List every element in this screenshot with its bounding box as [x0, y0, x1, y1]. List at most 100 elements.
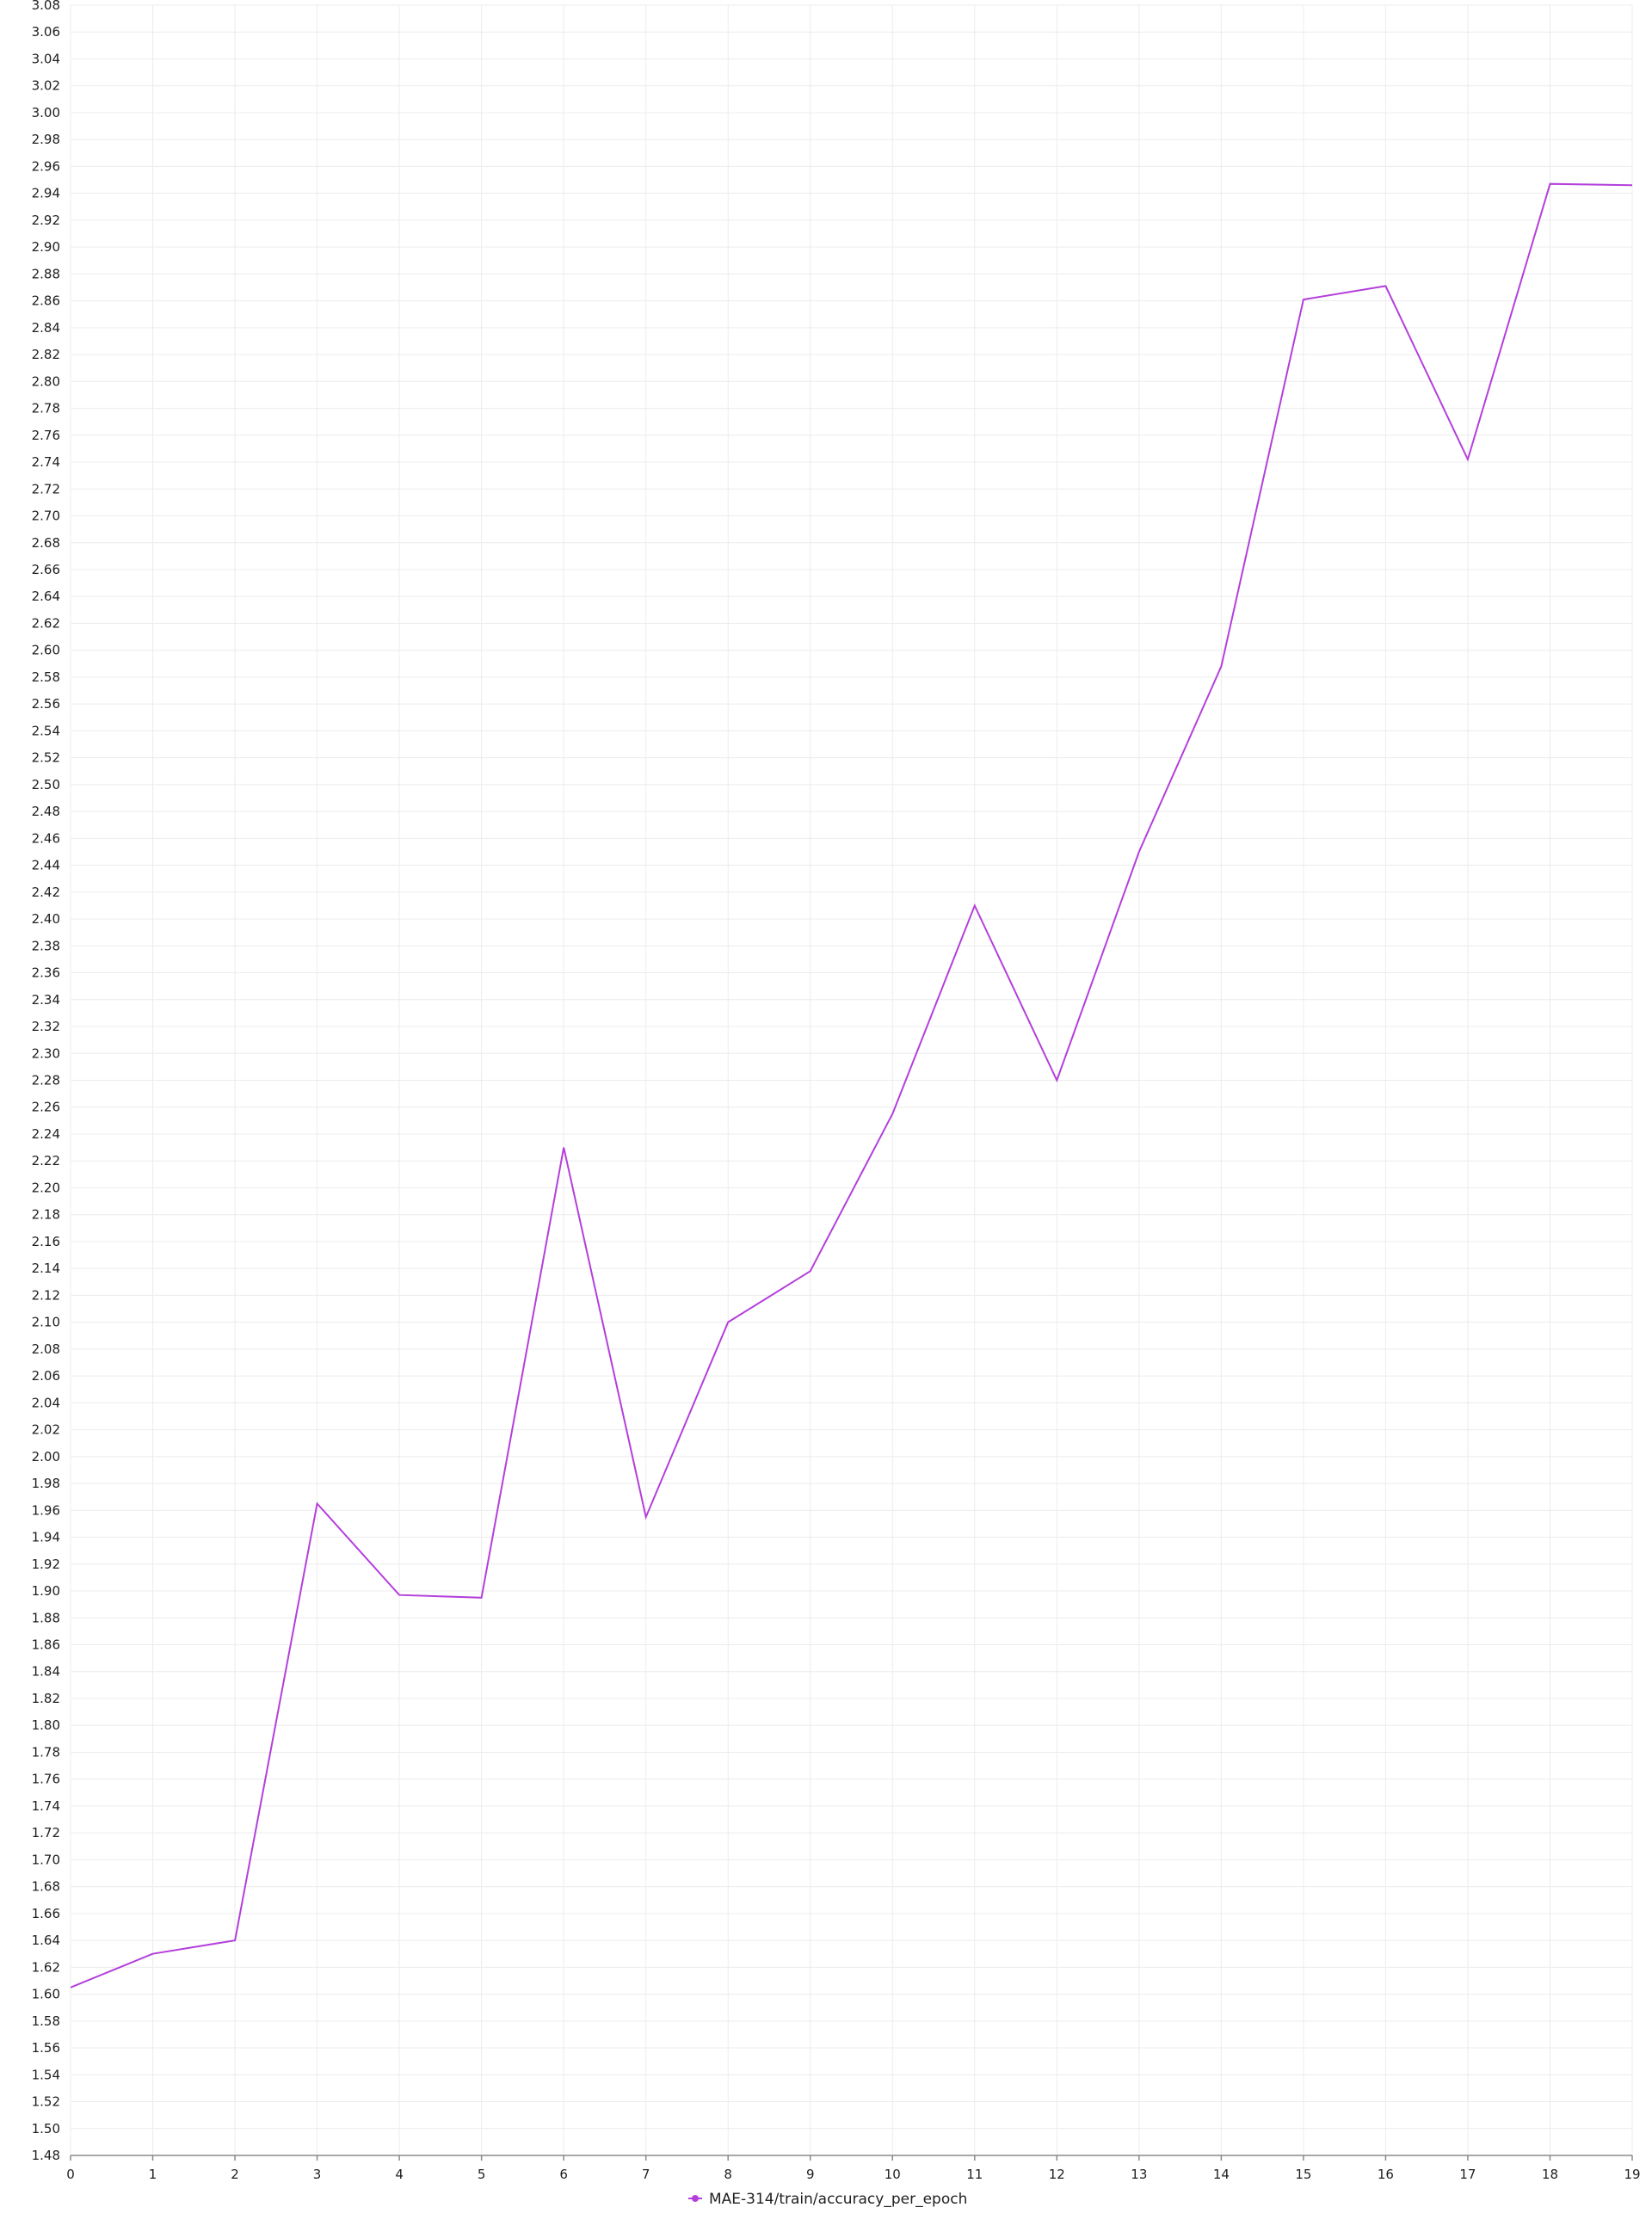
y-tick-label: 2.30	[32, 1045, 60, 1061]
data-point[interactable]	[805, 1266, 816, 1276]
y-tick-label: 1.58	[32, 2013, 60, 2029]
y-tick-label: 2.56	[32, 696, 60, 712]
y-tick-label: 2.82	[32, 347, 60, 362]
y-tick-label: 3.08	[32, 0, 60, 13]
x-tick-label: 12	[1049, 2167, 1065, 2182]
y-tick-label: 1.92	[32, 1557, 60, 1572]
data-point[interactable]	[1627, 180, 1637, 190]
y-tick-label: 2.04	[32, 1395, 60, 1410]
data-point[interactable]	[641, 1512, 651, 1522]
y-tick-label: 2.86	[32, 293, 60, 309]
y-tick-label: 3.06	[32, 24, 60, 40]
data-point[interactable]	[1463, 454, 1473, 465]
y-axis-ticks: 1.48 1.50 1.52 1.54 1.56 1.58 1.60 1.62 1.64 1.66…	[32, 0, 60, 2163]
y-tick-label: 2.06	[32, 1368, 60, 1384]
y-tick-label: 2.12	[32, 1287, 60, 1303]
y-tick-label: 2.14	[32, 1261, 60, 1276]
x-tick-label: 6	[559, 2167, 568, 2182]
data-point[interactable]	[312, 1498, 323, 1508]
y-tick-label: 1.50	[32, 2121, 60, 2136]
y-tick-label: 2.00	[32, 1449, 60, 1464]
y-tick-label: 2.40	[32, 911, 60, 927]
y-tick-label: 1.68	[32, 1879, 60, 1895]
y-tick-label: 2.68	[32, 535, 60, 551]
y-tick-label: 2.66	[32, 562, 60, 577]
y-tick-label: 1.90	[32, 1583, 60, 1599]
data-point[interactable]	[723, 1317, 733, 1328]
x-tick-label: 14	[1213, 2167, 1230, 2182]
y-tick-label: 2.02	[32, 1422, 60, 1438]
grid-lines	[70, 4, 1633, 2156]
data-point[interactable]	[1216, 661, 1226, 671]
y-tick-label: 1.96	[32, 1502, 60, 1518]
y-tick-label: 2.24	[32, 1126, 60, 1142]
x-tick-label: 13	[1131, 2167, 1147, 2182]
x-tick-label: 7	[642, 2167, 650, 2182]
y-tick-label: 2.96	[32, 158, 60, 174]
x-tick-label: 2	[231, 2167, 239, 2182]
y-tick-label: 2.70	[32, 509, 60, 524]
y-tick-label: 1.56	[32, 2040, 60, 2056]
x-tick-label: 9	[806, 2167, 815, 2182]
data-point[interactable]	[477, 1593, 487, 1603]
data-point[interactable]	[230, 1935, 240, 1945]
y-tick-label: 2.20	[32, 1180, 60, 1195]
y-tick-label: 1.78	[32, 1744, 60, 1760]
y-tick-label: 2.92	[32, 213, 60, 228]
y-tick-label: 1.98	[32, 1476, 60, 1491]
y-tick-label: 1.88	[32, 1610, 60, 1625]
y-tick-label: 2.26	[32, 1100, 60, 1115]
data-point[interactable]	[1051, 1076, 1062, 1086]
legend-dot-marker	[692, 2195, 699, 2202]
series-lines	[65, 179, 1637, 1993]
y-tick-label: 1.64	[32, 1933, 60, 1948]
data-point[interactable]	[1544, 179, 1555, 189]
y-tick-label: 1.82	[32, 1691, 60, 1706]
y-tick-label: 2.58	[32, 669, 60, 685]
data-point[interactable]	[1298, 294, 1309, 305]
y-tick-label: 2.18	[32, 1207, 60, 1223]
x-tick-label: 18	[1542, 2167, 1558, 2182]
x-axis-ticks: 0 1 2 3 4 5 6 7 8 9 10 11 12 13 14 15 16 17 18 19	[66, 2155, 1641, 2182]
x-tick-label: 17	[1459, 2167, 1476, 2182]
data-point[interactable]	[887, 1109, 897, 1119]
x-tick-label: 10	[885, 2167, 901, 2182]
data-point[interactable]	[1380, 281, 1390, 291]
y-tick-label: 3.00	[32, 105, 60, 120]
y-tick-label: 2.48	[32, 804, 60, 819]
y-tick-label: 1.66	[32, 1906, 60, 1921]
y-tick-label: 2.36	[32, 965, 60, 981]
y-tick-label: 3.04	[32, 51, 60, 66]
data-point[interactable]	[148, 1949, 158, 1959]
y-tick-label: 2.52	[32, 750, 60, 766]
data-point[interactable]	[1134, 847, 1144, 857]
y-tick-label: 1.52	[32, 2094, 60, 2110]
y-tick-label: 2.60	[32, 643, 60, 658]
y-tick-label: 1.70	[32, 1852, 60, 1867]
data-point[interactable]	[65, 1982, 76, 1993]
y-tick-label: 1.48	[32, 2148, 60, 2163]
y-tick-label: 1.84	[32, 1664, 60, 1680]
series-line-0[interactable]	[70, 182, 1633, 1988]
y-tick-label: 2.88	[32, 266, 60, 281]
x-tick-label: 5	[478, 2167, 486, 2182]
y-tick-label: 2.94	[32, 186, 60, 201]
y-tick-label: 2.84	[32, 320, 60, 336]
y-tick-label: 1.94	[32, 1530, 60, 1545]
data-point[interactable]	[558, 1143, 569, 1153]
data-point[interactable]	[394, 1590, 404, 1600]
y-tick-label: 2.90	[32, 239, 60, 255]
y-tick-label: 1.54	[32, 2067, 60, 2082]
y-tick-label: 2.28	[32, 1073, 60, 1088]
data-point[interactable]	[970, 900, 980, 910]
y-tick-label: 2.16	[32, 1234, 60, 1249]
legend-entry[interactable]: MAE-314/train/accuracy_per_epoch	[709, 2191, 967, 2208]
x-tick-label: 3	[313, 2167, 322, 2182]
y-tick-label: 2.46	[32, 830, 60, 846]
y-tick-label: 2.32	[32, 1019, 60, 1034]
y-tick-label: 2.50	[32, 777, 60, 792]
y-tick-label: 1.74	[32, 1798, 60, 1814]
x-tick-label: 0	[66, 2167, 75, 2182]
y-tick-label: 2.98	[32, 132, 60, 147]
